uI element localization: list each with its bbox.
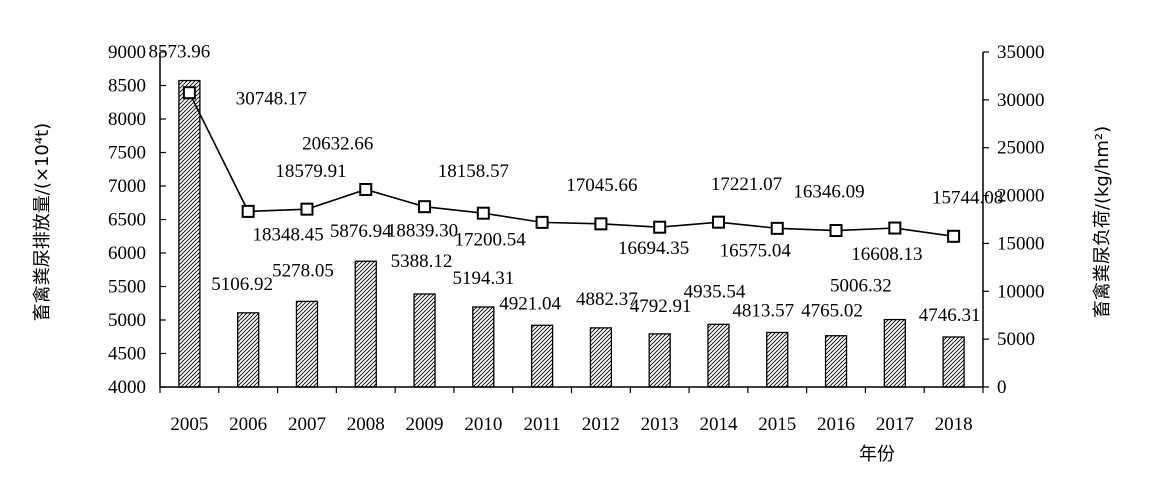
- bar: [413, 293, 436, 388]
- line-point: [241, 204, 255, 218]
- y-tick-label-left: 5500: [108, 277, 146, 298]
- line-point: [653, 220, 667, 234]
- bar: [237, 312, 260, 388]
- y-tick-label-right: 20000: [997, 186, 1045, 207]
- x-tick-label: 2016: [817, 414, 855, 435]
- line-point: [300, 202, 314, 216]
- line-point: [770, 221, 784, 235]
- bar-data-label: 4882.37: [576, 289, 638, 310]
- line-data-label: 18348.45: [253, 224, 324, 245]
- bar: [824, 335, 848, 388]
- line-data-label: 16346.09: [793, 182, 864, 203]
- bar: [883, 318, 906, 388]
- x-tick-label: 2005: [170, 414, 208, 435]
- line-point: [594, 217, 608, 231]
- bar-data-label: 5194.31: [452, 268, 514, 289]
- line-series: [182, 86, 961, 243]
- bar: [178, 79, 201, 388]
- line-data-label: 20632.66: [302, 134, 373, 155]
- x-tick-label: 2010: [464, 414, 502, 435]
- bar-series: [178, 79, 965, 388]
- x-tick-label: 2014: [699, 414, 738, 435]
- bar: [295, 300, 319, 388]
- y-tick-label-right: 15000: [997, 233, 1045, 254]
- bar-data-label: 4765.02: [801, 301, 863, 322]
- y-tick-label-left: 4500: [108, 344, 146, 365]
- line-data-label: 16575.04: [720, 240, 792, 261]
- y-tick-label-right: 0: [997, 377, 1007, 398]
- x-tick-label: 2018: [935, 414, 973, 435]
- y-tick-label-left: 8000: [108, 109, 146, 130]
- y-tick-label-right: 5000: [997, 329, 1035, 350]
- bar: [766, 331, 789, 388]
- y-tick-label-right: 25000: [997, 138, 1045, 159]
- line-data-label: 18579.91: [275, 161, 346, 182]
- x-tick-label: 2009: [406, 414, 444, 435]
- x-tick-label: 2006: [229, 414, 267, 435]
- y-tick-label-right: 35000: [997, 42, 1045, 63]
- line-point: [829, 224, 843, 238]
- x-axis-title: 年份: [859, 444, 895, 465]
- x-tick-label: 2015: [758, 414, 796, 435]
- y-axis-title-right: 畜禽粪尿负荷/(kg/hm²): [1092, 126, 1113, 318]
- line-point: [535, 215, 549, 229]
- bar-data-label: 4935.54: [684, 281, 746, 302]
- bar-data-label: 5278.05: [272, 260, 334, 281]
- bar: [707, 323, 730, 388]
- bar: [472, 306, 495, 388]
- chart-axes: 4000 4500 5000 5500 6000 6500 7000 7500 8000 8500…: [108, 42, 1045, 435]
- line-data-label: 16608.13: [851, 244, 922, 265]
- line-path: [188, 92, 954, 238]
- y-tick-label-left: 7500: [108, 143, 146, 164]
- bar-data-label: 5388.12: [391, 251, 453, 272]
- line-data-label: 30748.17: [236, 89, 307, 110]
- x-tick-label: 2008: [347, 414, 385, 435]
- bar: [648, 333, 671, 388]
- y-tick-label-left: 5000: [108, 310, 146, 331]
- bar-data-label: 5006.32: [830, 276, 892, 297]
- y-tick-label-left: 6500: [108, 210, 146, 231]
- line-data-label: 17221.07: [711, 174, 782, 195]
- bar-data-label: 8573.96: [149, 42, 211, 63]
- line-point: [888, 221, 902, 235]
- line-point: [476, 206, 490, 220]
- line-point: [418, 200, 432, 214]
- line-data-label: 18839.30: [387, 221, 458, 242]
- line-data-label: 15744.08: [932, 187, 1003, 208]
- x-tick-label: 2011: [523, 414, 560, 435]
- line-data-label: 17200.54: [454, 229, 526, 250]
- line-data-label: 16694.35: [618, 238, 689, 259]
- bar: [942, 336, 965, 388]
- y-tick-label-left: 8500: [108, 76, 146, 97]
- bar: [530, 324, 554, 388]
- x-tick-label: 2012: [582, 414, 620, 435]
- line-point: [359, 183, 373, 197]
- y-tick-label-left: 9000: [108, 42, 146, 63]
- y-tick-label-right: 30000: [997, 90, 1045, 111]
- line-data-label: 17045.66: [566, 175, 637, 196]
- bar-data-label: 4746.31: [919, 305, 981, 326]
- bar-data-label: 5876.94: [330, 221, 392, 242]
- y-tick-label-left: 7000: [108, 176, 146, 197]
- bar-data-label: 5106.92: [211, 274, 273, 295]
- y-tick-label-right: 10000: [997, 281, 1045, 302]
- bar: [354, 260, 377, 388]
- x-tick-label: 2017: [876, 414, 914, 435]
- y-tick-label-left: 6000: [108, 243, 146, 264]
- bar-data-label: 4921.04: [499, 293, 561, 314]
- line-point: [711, 215, 725, 229]
- y-axis-title-left: 畜禽粪尿排放量/(×10⁴t): [32, 123, 53, 321]
- y-tick-label-left: 4000: [108, 377, 146, 398]
- x-tick-label: 2007: [288, 414, 326, 435]
- bar: [589, 327, 613, 388]
- line-point: [947, 229, 961, 243]
- bar-data-label: 4813.57: [732, 300, 794, 321]
- line-data-label: 18158.57: [438, 161, 509, 182]
- x-tick-label: 2013: [641, 414, 679, 435]
- bar-data-label: 4792.91: [630, 296, 692, 317]
- line-point: [182, 86, 196, 100]
